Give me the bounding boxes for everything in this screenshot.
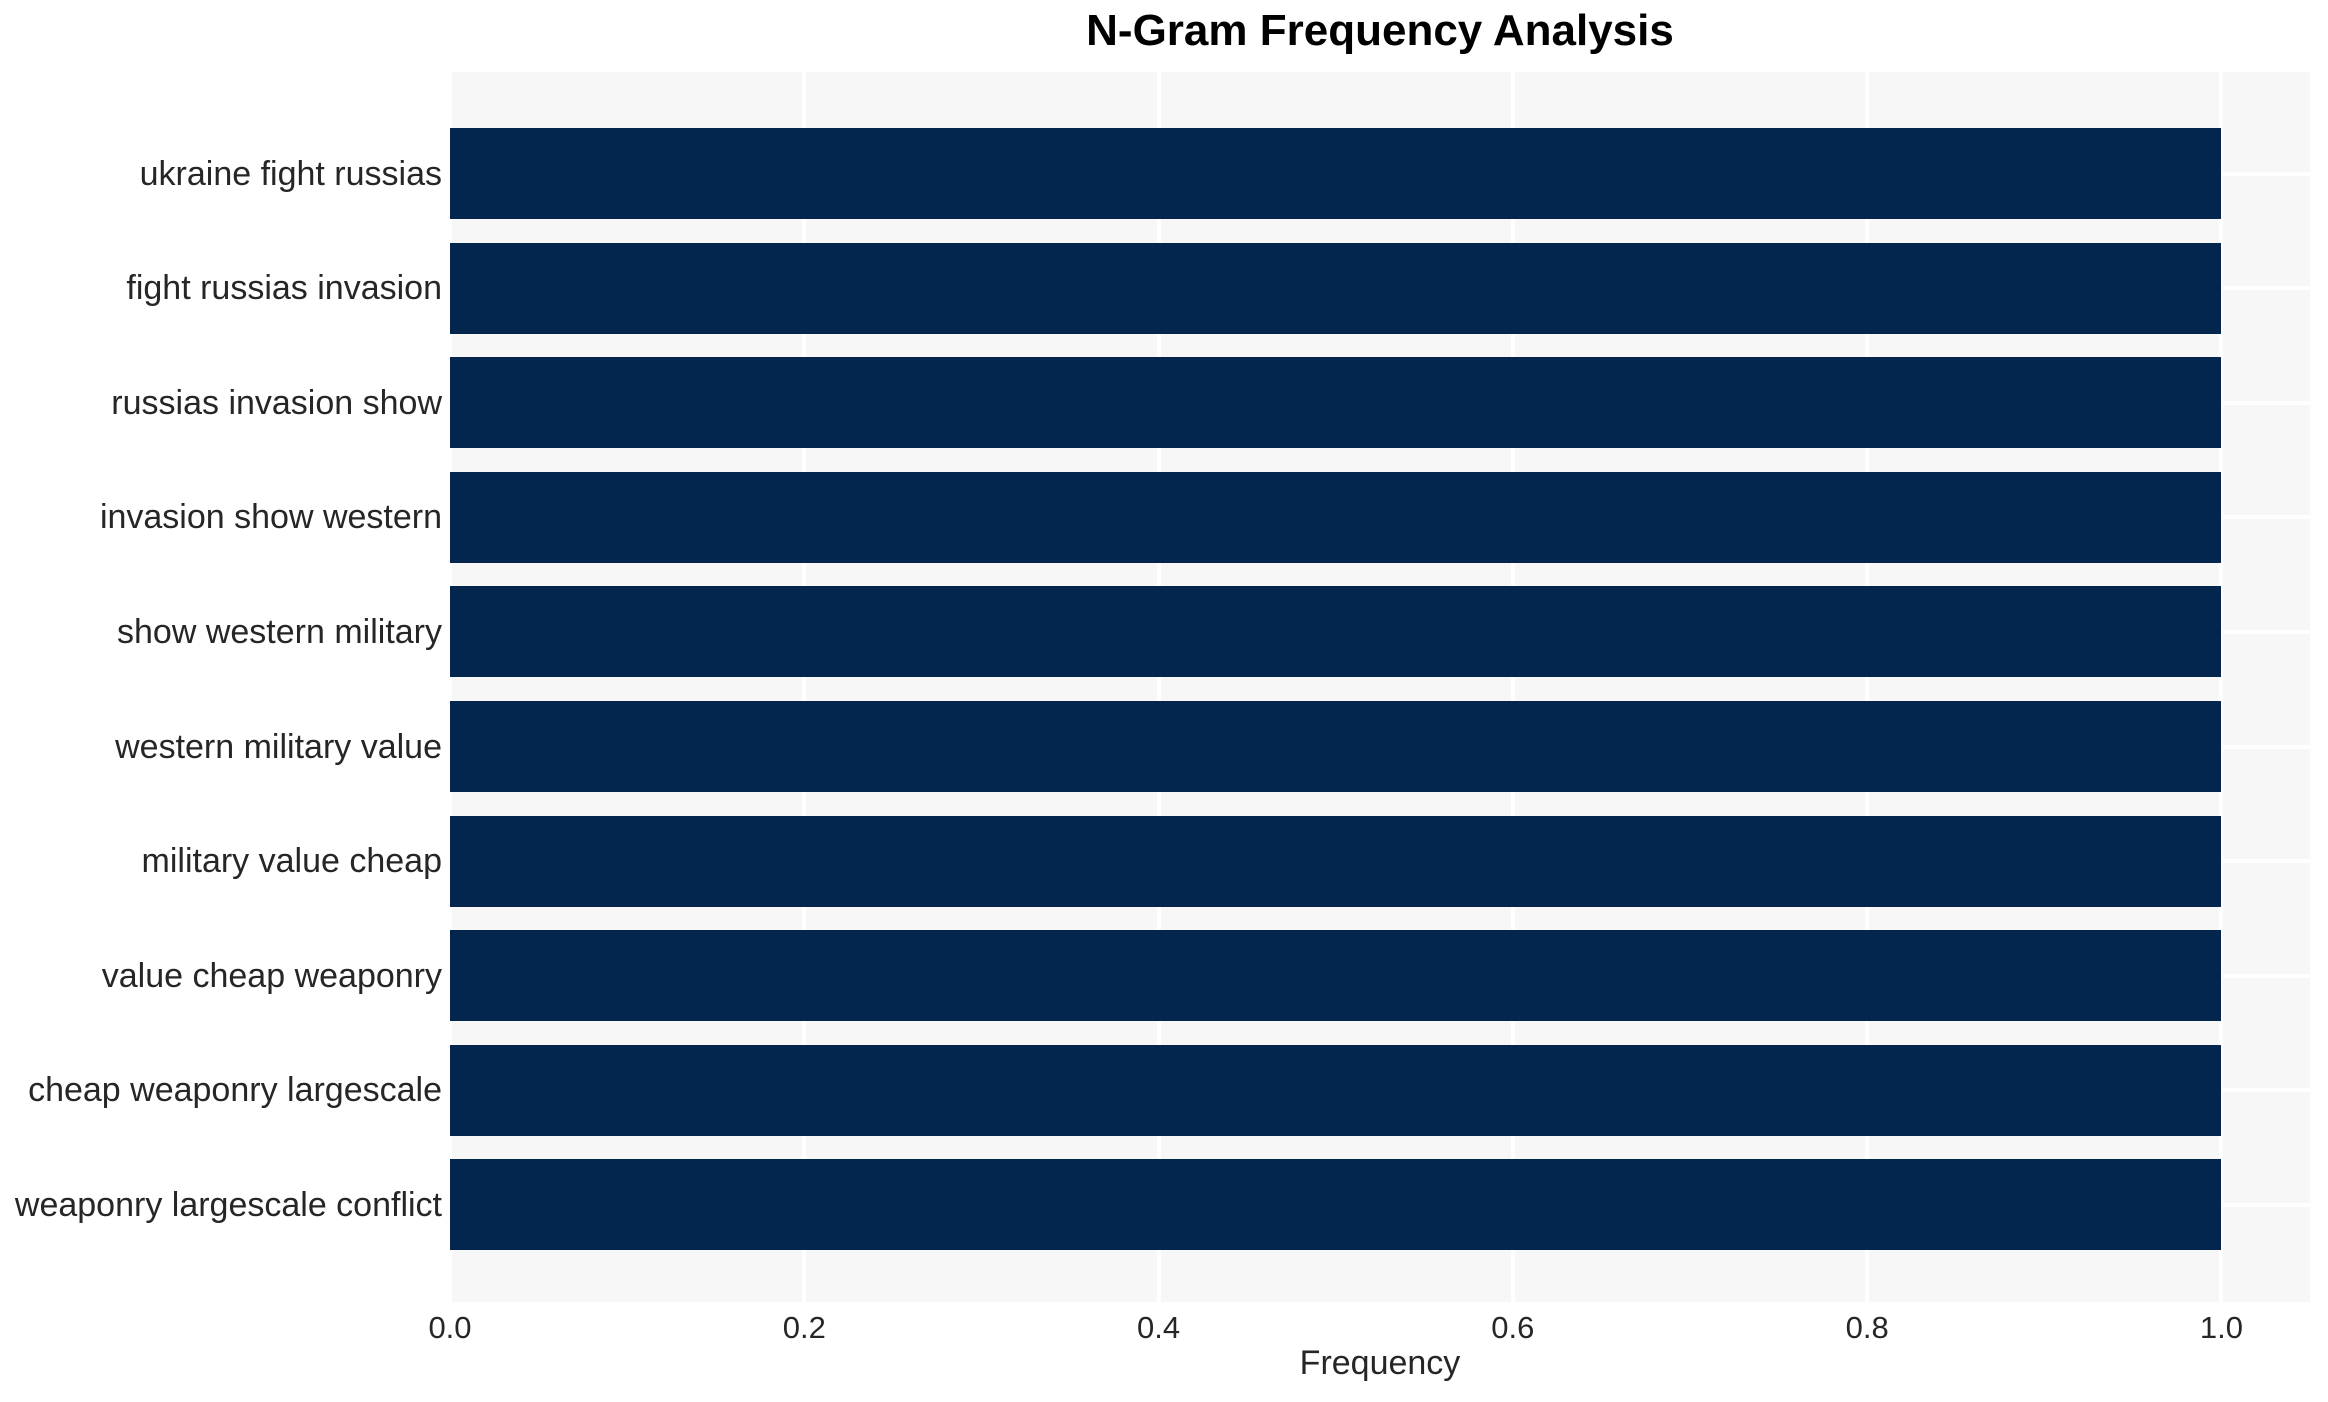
y-axis-label: invasion show western (99, 498, 442, 537)
y-axis-label: value cheap weaponry (101, 956, 442, 995)
y-axis-label: cheap weaponry largescale (28, 1071, 442, 1110)
chart-title: N-Gram Frequency Analysis (1086, 6, 1674, 55)
x-tick-label: 0.8 (1845, 1310, 1889, 1345)
bar (450, 357, 2222, 449)
x-gridline (1156, 72, 1161, 1302)
y-axis-label: fight russias invasion (126, 269, 442, 308)
bar (450, 1044, 2222, 1136)
y-axis-label: military value cheap (141, 842, 442, 881)
y-axis-label: show western military (117, 612, 442, 651)
bar (450, 242, 2222, 334)
x-gridline (1510, 72, 1515, 1302)
plot-area (448, 72, 2310, 1302)
bar (450, 701, 2222, 792)
x-gridline (802, 72, 807, 1302)
x-axis-title: Frequency (1299, 1344, 1461, 1382)
bar (450, 128, 2222, 219)
x-gridline (448, 72, 452, 1302)
x-tick-label: 0.2 (782, 1310, 826, 1345)
x-tick-label: 0.6 (1491, 1310, 1535, 1345)
x-gridline (1865, 72, 1870, 1302)
y-axis-label: ukraine fight russias (139, 154, 442, 193)
bar (450, 815, 2222, 907)
x-tick-label: 1.0 (2199, 1310, 2243, 1345)
bar (450, 471, 2222, 563)
y-axis-label: russias invasion show (111, 383, 442, 422)
y-axis-label: western military value (115, 727, 442, 766)
x-tick-label: 0.4 (1137, 1310, 1181, 1345)
bar (450, 586, 2222, 678)
bar (450, 930, 2222, 1022)
y-axis-label: weaponry largescale conflict (14, 1185, 442, 1224)
x-gridline (2219, 72, 2224, 1302)
x-tick-label: 0.0 (428, 1310, 472, 1345)
bar (450, 1159, 2222, 1251)
